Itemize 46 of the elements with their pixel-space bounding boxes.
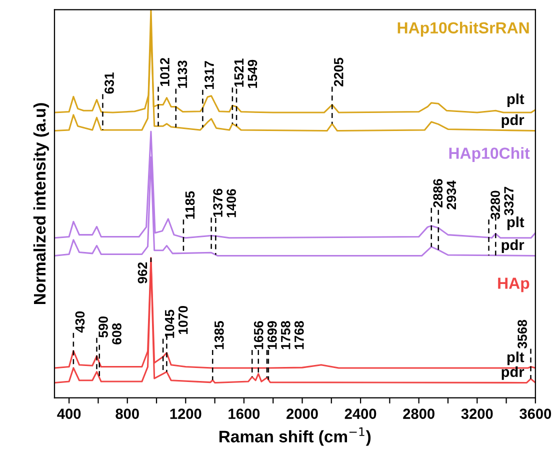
x-tick-label: 2000	[286, 408, 318, 419]
annotation: 631	[104, 72, 114, 94]
x-tick-label: 3600	[520, 408, 552, 419]
x-tick-label: 3200	[461, 408, 493, 419]
x-tick-label: 2800	[403, 408, 434, 419]
annotation: 1758	[280, 321, 290, 350]
x-tick-label: 400	[57, 408, 81, 419]
annotation: 1768	[294, 321, 304, 350]
annotation: 1133	[178, 60, 188, 88]
series-label: plt	[507, 216, 524, 230]
annotation: 430	[75, 311, 85, 333]
annotation: 3568	[518, 320, 527, 348]
annotation: 1317	[204, 61, 214, 90]
annotation: 3327	[504, 186, 514, 216]
annotation: 1045	[164, 310, 174, 338]
annotation: 2205	[334, 58, 344, 86]
x-tick-label: 2400	[344, 408, 376, 419]
annotation: 1549	[248, 60, 258, 88]
annotation: 3280	[490, 190, 500, 220]
series-label: plt	[507, 93, 524, 108]
x-tick-label: 1600	[228, 408, 260, 419]
annotation: 608	[112, 323, 122, 344]
annotation: 2886	[433, 179, 443, 208]
series-label: pdr	[502, 239, 524, 253]
annotation: 2934	[446, 180, 456, 210]
annotation: 1012	[160, 58, 170, 86]
x-axis-title: Raman shift (cm$^{−1}$)	[219, 427, 371, 446]
x-tick-label: 1200	[170, 408, 202, 419]
annotation: 1376	[213, 188, 223, 217]
annotation: 1656	[254, 321, 264, 350]
annotation: HAp10ChitSrRAN	[398, 22, 529, 37]
annotation: 1406	[226, 189, 236, 218]
series-label: pdr	[502, 366, 524, 380]
series-label: plt	[507, 352, 524, 366]
annotation: 962	[138, 262, 148, 284]
annotation: HAp	[498, 278, 530, 292]
annotation: 1385	[214, 320, 224, 350]
annotation: 1521	[234, 58, 244, 87]
x-tick-label: 800	[116, 408, 139, 419]
annotation: 1185	[185, 191, 195, 219]
annotation: 590	[98, 316, 108, 338]
annotation: 1070	[178, 306, 188, 334]
annotation: HAp10Chit	[449, 147, 530, 162]
series-label: pdr	[502, 114, 524, 128]
annotation: 1699	[267, 321, 277, 350]
y-axis-title: Normalized intensity (a.u)	[33, 103, 49, 304]
